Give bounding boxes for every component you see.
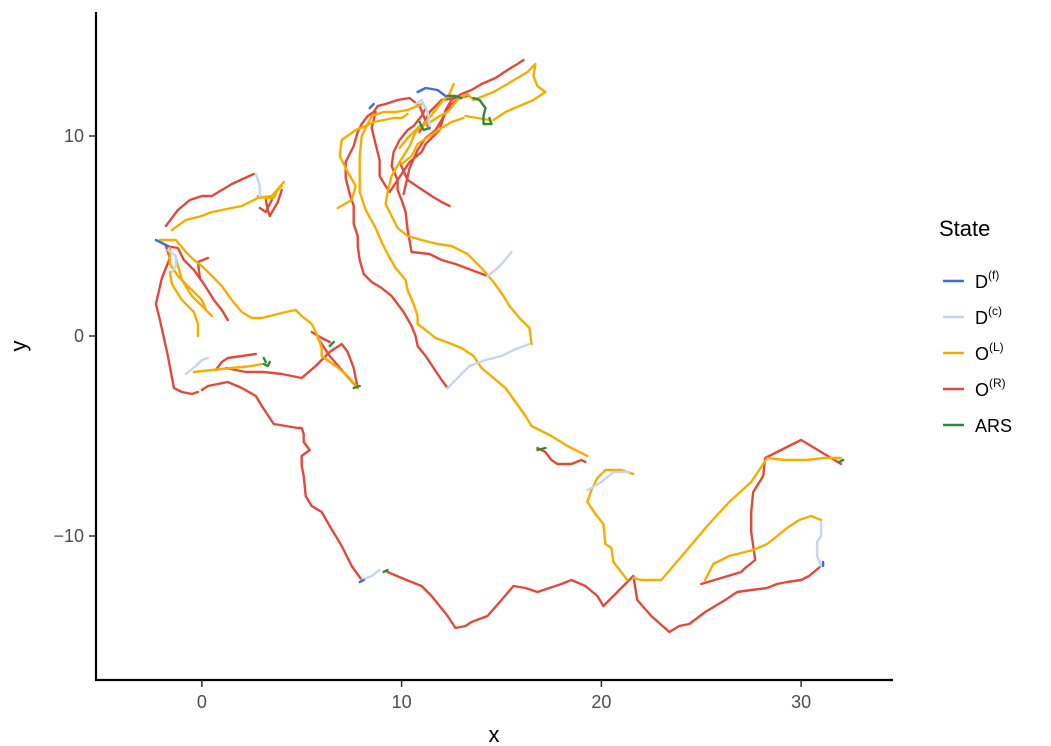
trajectory-segment-10	[258, 198, 273, 214]
trajectory-segment-24	[170, 180, 285, 232]
x-tick-label: 0	[197, 692, 207, 712]
trajectory-segment-59	[837, 458, 845, 464]
legend-label: O(L)	[975, 340, 1004, 364]
trajectory-segment-20	[192, 362, 263, 374]
legend-title: State	[939, 216, 990, 241]
trajectory-segment-38	[586, 470, 631, 492]
trajectory-segment-51	[446, 94, 463, 100]
trajectory-segment-6	[224, 342, 359, 390]
trajectory-segment-42	[184, 356, 210, 376]
trajectory-segment-46	[416, 86, 447, 98]
trajectory-segment-31	[398, 62, 547, 150]
trajectory-segment-17	[398, 160, 451, 208]
trajectory-segment-57	[328, 340, 335, 348]
legend-label: D(f)	[975, 268, 999, 292]
trajectory-segment-23	[168, 246, 208, 312]
trajectory-segment-7	[310, 330, 331, 344]
trajectory-segment-29	[384, 82, 533, 346]
trajectory-segment-30	[336, 112, 409, 210]
legend-label: ARS	[975, 416, 1012, 436]
trajectory-segment-52	[418, 120, 431, 132]
trajectory-segment-25	[168, 270, 200, 338]
trajectory-segment-14	[390, 106, 489, 278]
trajectory-segment-32	[400, 116, 465, 166]
x-tick-label: 10	[392, 692, 412, 712]
x-tick-label: 30	[791, 692, 811, 712]
trajectory-segment-15	[370, 58, 525, 194]
trajectory-segment-47	[368, 102, 375, 110]
trajectory-segment-11	[264, 188, 283, 218]
trajectory-segment-19	[536, 446, 587, 466]
trajectory-segment-39	[360, 568, 381, 582]
y-tick-label: 10	[64, 126, 84, 146]
x-axis-ticks: 0 10 20 30	[197, 680, 811, 712]
trajectory-segment-41	[254, 172, 261, 198]
trajectory-segment-13	[344, 96, 449, 390]
y-tick-label: −10	[53, 526, 84, 546]
trajectory-segment-44	[414, 98, 431, 132]
trajectory-segment-55	[536, 446, 547, 452]
trajectory-segment-54	[262, 356, 267, 364]
y-axis-ticks: −10 0 10	[53, 126, 96, 546]
trajectory-segment-8	[164, 172, 256, 228]
x-tick-label: 20	[591, 692, 611, 712]
trajectory-segment-43	[166, 248, 178, 274]
trajectory-segment-58	[352, 384, 361, 390]
trajectory-segment-5	[214, 352, 258, 372]
trajectory-segment-36	[446, 342, 531, 390]
trajectory-segment-27	[586, 468, 635, 582]
trajectory-segment-49	[358, 578, 365, 584]
legend: State D(f) D(c) O(L) O(R) ARS	[939, 216, 1012, 436]
plot-area	[154, 58, 845, 634]
trajectory-segment-50	[472, 96, 493, 126]
trajectory-segment-2	[386, 564, 823, 634]
y-axis-title: y	[6, 341, 31, 352]
trajectory-segment-4	[154, 244, 230, 396]
trajectory-segment-34	[632, 456, 843, 582]
trajectory-segment-3	[700, 438, 843, 586]
trajectory-segment-37	[486, 250, 513, 278]
trajectory-segment-21	[158, 238, 359, 390]
trajectory-segment-1	[200, 380, 363, 582]
x-axis-title: x	[489, 722, 500, 746]
y-tick-label: 0	[74, 326, 84, 346]
trajectory-segment-33	[464, 114, 491, 122]
trajectory-segment-53	[262, 360, 271, 368]
legend-label: D(c)	[975, 304, 1002, 328]
legend-label: O(R)	[975, 376, 1006, 400]
trajectory-segment-40	[815, 520, 823, 568]
trajectory-segment-35	[704, 514, 823, 582]
trajectory-segment-45	[154, 238, 170, 248]
trajectory-segment-56	[382, 568, 389, 574]
trajectory-segment-26	[256, 184, 283, 200]
